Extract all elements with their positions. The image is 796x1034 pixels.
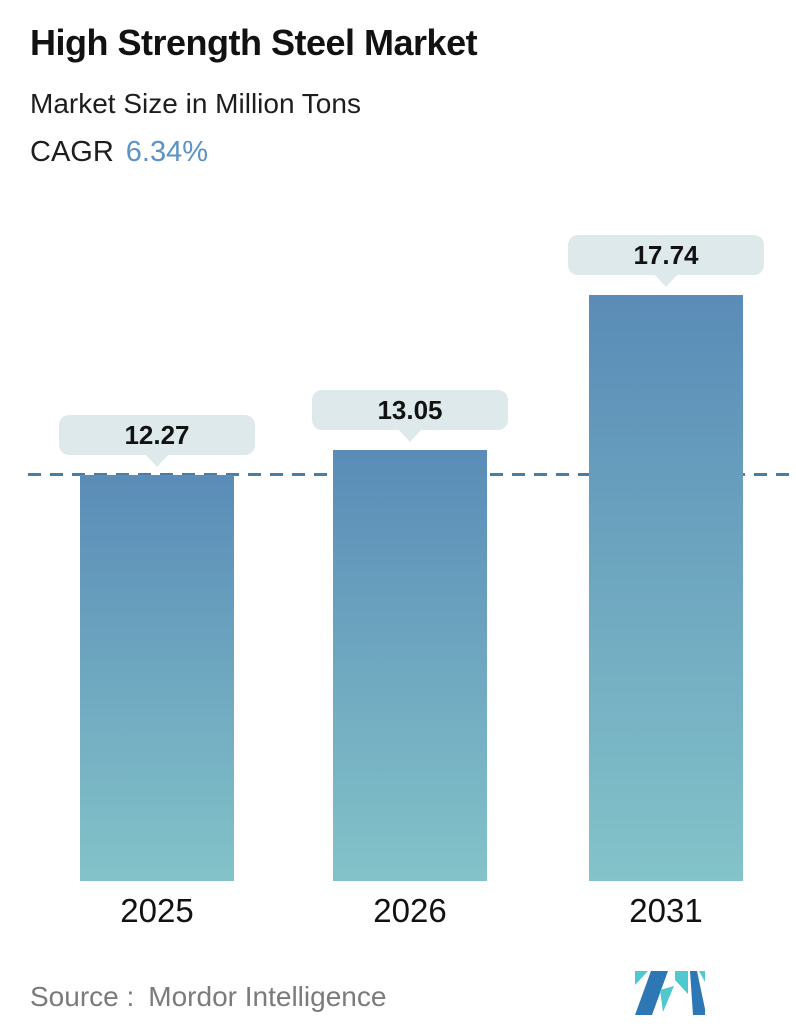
category-label-2026: 2026 [373,892,447,929]
bar-2031 [589,295,743,881]
cagr-row: CAGR 6.34% [30,136,208,169]
bar-2026 [333,450,487,881]
logo-shape-teal-2 [660,986,674,1012]
cagr-value: 6.34% [125,136,209,168]
category-label-2025: 2025 [120,892,194,929]
mordor-intelligence-logo [635,971,705,1015]
value-label-2026: 13.05 [312,390,508,430]
cagr-label: CAGR [30,136,114,168]
source-row: Source : Mordor Intelligence [30,981,386,1013]
value-label-pointer [654,274,678,287]
logo-shape-teal-3 [675,971,688,994]
logo-shape-teal-1 [635,971,648,985]
source-value: Mordor Intelligence [148,981,387,1012]
source-label: Source : [30,981,135,1012]
value-label-pointer [398,429,422,442]
logo-shape-blue-2 [690,971,705,1015]
chart-subtitle: Market Size in Million Tons [30,88,361,119]
value-label-2031: 17.74 [568,235,764,275]
logo-shape-teal-4 [699,971,705,982]
category-label-2031: 2031 [629,892,703,929]
chart-title: High Strength Steel Market [30,22,478,63]
logo-shape-blue-1 [635,971,668,1015]
value-label-2025: 12.27 [59,415,255,455]
bar-2025 [80,475,234,881]
value-label-pointer [145,454,169,467]
